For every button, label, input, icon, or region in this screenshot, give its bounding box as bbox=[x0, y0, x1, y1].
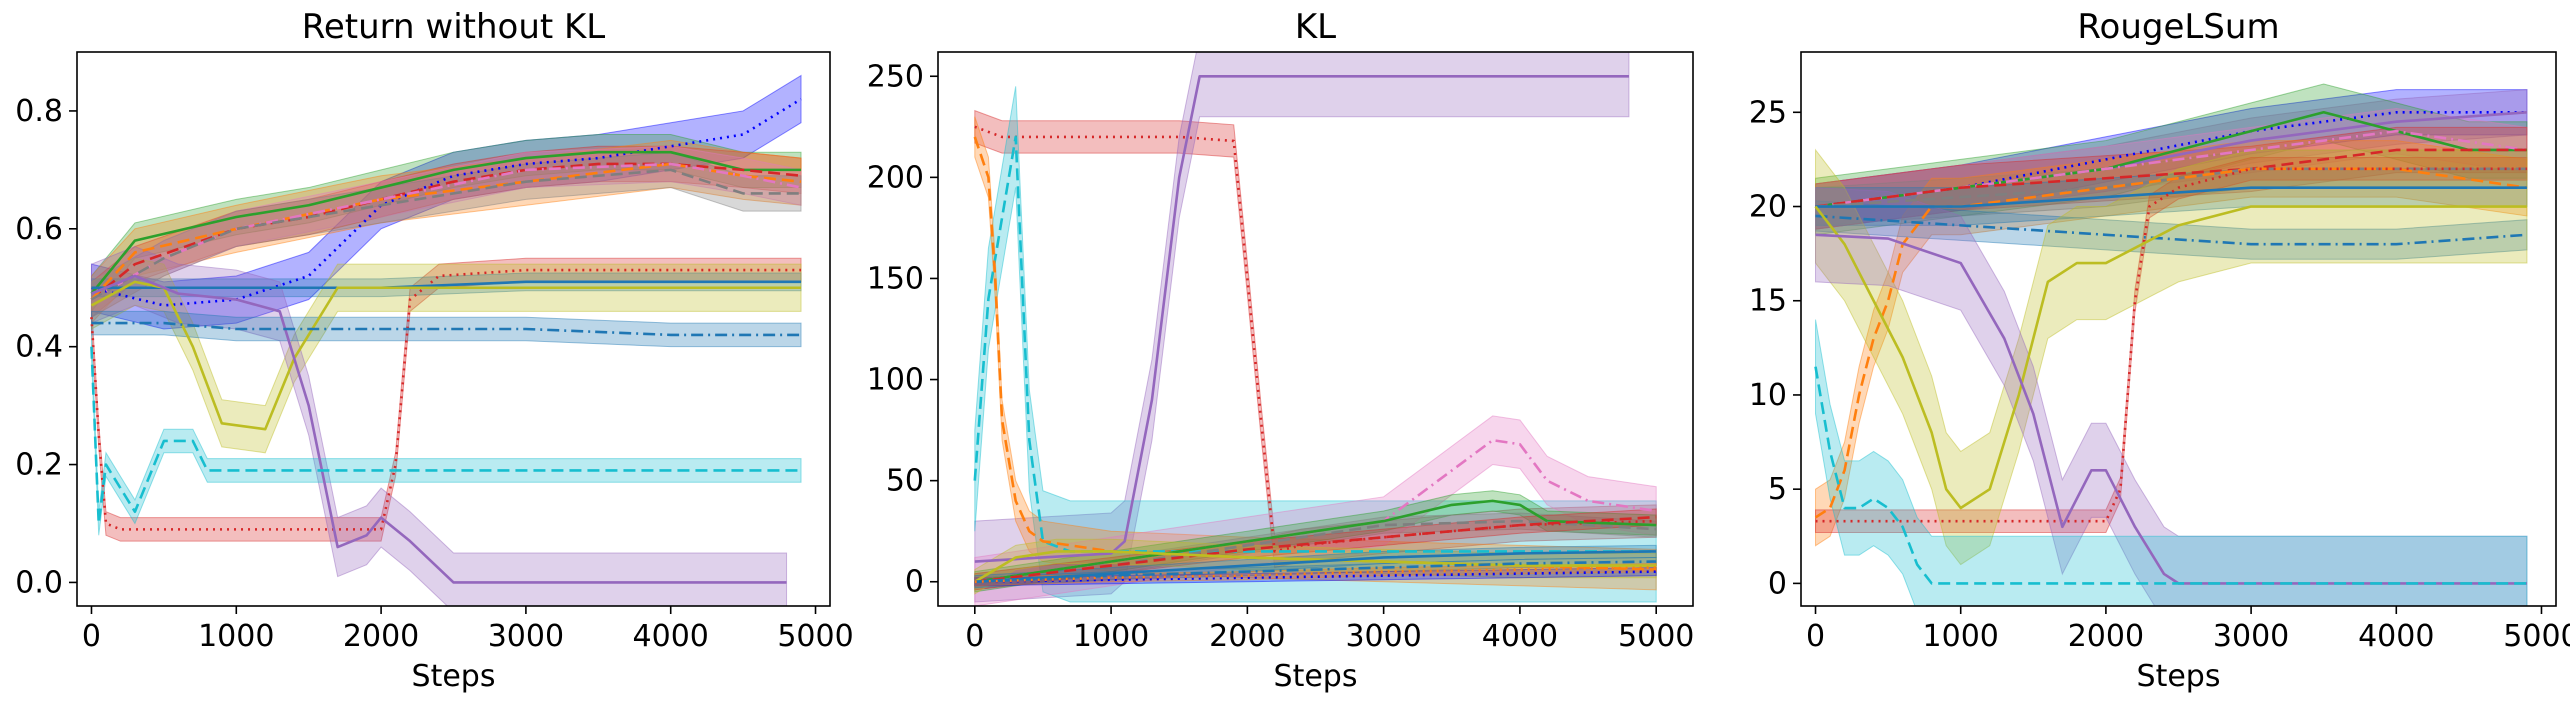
series-band-8 bbox=[90, 257, 802, 454]
series-band-1 bbox=[90, 134, 802, 313]
y-tick-label: 150 bbox=[867, 261, 924, 296]
x-tick-label: 3000 bbox=[1345, 619, 1421, 654]
series-band-9 bbox=[90, 245, 788, 606]
x-tick-label: 2000 bbox=[1209, 619, 1285, 654]
series-line-4 bbox=[1815, 148, 2527, 208]
axes-frame bbox=[1800, 51, 2557, 607]
y-tick-label: 0.8 bbox=[15, 94, 63, 129]
series-band-11 bbox=[974, 567, 1657, 587]
series-band-2 bbox=[90, 145, 802, 319]
axes-frame bbox=[937, 51, 1694, 607]
x-tick-label: 2000 bbox=[2068, 619, 2144, 654]
y-tick-label: 15 bbox=[1749, 284, 1787, 319]
series-line-11 bbox=[974, 570, 1657, 584]
series-line-12 bbox=[1814, 366, 2527, 585]
plot-area bbox=[1814, 83, 2528, 606]
series-line-9 bbox=[1815, 167, 2527, 523]
x-tick-label: 2000 bbox=[343, 619, 419, 654]
series-band-2 bbox=[1815, 83, 2528, 236]
series-line-0 bbox=[1815, 110, 2527, 208]
series-line-2 bbox=[90, 162, 802, 301]
x-tick-label: 1000 bbox=[1923, 619, 1999, 654]
panel-title: RougeLSum bbox=[2077, 7, 2279, 47]
series-band-0 bbox=[1815, 89, 2528, 230]
x-tick-label: 0 bbox=[82, 619, 101, 654]
series-line-8 bbox=[1815, 214, 2528, 246]
series-band-3 bbox=[1815, 108, 2528, 230]
series-band-3 bbox=[90, 139, 802, 325]
y-tick-label: 50 bbox=[886, 464, 924, 499]
series-line-4 bbox=[974, 438, 1657, 584]
series-line-1 bbox=[974, 74, 1629, 563]
y-tick-label: 0 bbox=[905, 565, 924, 600]
x-axis-label: Steps bbox=[412, 659, 496, 694]
x-tick-label: 4000 bbox=[633, 619, 709, 654]
series-line-5 bbox=[90, 168, 802, 301]
series-line-11 bbox=[1815, 233, 2527, 585]
plot-area bbox=[973, 52, 1657, 606]
x-tick-label: 5000 bbox=[2503, 619, 2570, 654]
plot-area bbox=[90, 74, 802, 606]
panel-kl: KL Steps 0 1000 2000 3000 4000 5000 0 50 100 150 2… bbox=[867, 7, 1695, 694]
series-band-5 bbox=[90, 151, 802, 319]
series-line-9 bbox=[90, 274, 787, 584]
series-line-3 bbox=[90, 162, 802, 301]
series-line-3 bbox=[1815, 129, 2528, 208]
x-tick-label: 0 bbox=[965, 619, 984, 654]
x-tick-label: 4000 bbox=[1482, 619, 1558, 654]
y-tick-label: 0.4 bbox=[15, 330, 63, 365]
series-line-11 bbox=[90, 346, 802, 525]
y-tick-label: 25 bbox=[1749, 95, 1787, 130]
series-line-1 bbox=[90, 150, 802, 295]
series-band-9 bbox=[1815, 157, 2528, 534]
series-line-7 bbox=[974, 515, 1657, 584]
y-tick-label: 0.0 bbox=[15, 565, 63, 600]
series-band-12 bbox=[1815, 319, 2528, 606]
series-line-10 bbox=[91, 321, 802, 337]
x-tick-label: 0 bbox=[1806, 619, 1825, 654]
series-band-11 bbox=[90, 334, 802, 536]
y-tick-label: 10 bbox=[1749, 378, 1787, 413]
series-line-10 bbox=[974, 560, 1657, 584]
series-line-0 bbox=[974, 125, 1657, 553]
series-band-6 bbox=[1815, 140, 2528, 547]
panel-return-without-kl: Return without KL Steps 0 1000 2000 3000 400… bbox=[15, 7, 853, 694]
series-line-10 bbox=[1814, 205, 2527, 510]
panel-rougelsum: RougeLSum Steps 0 1000 2000 3000 4000 5000 0 5 1… bbox=[1749, 7, 2570, 694]
x-tick-label: 1000 bbox=[198, 619, 274, 654]
panel-title: KL bbox=[1295, 7, 1336, 47]
y-tick-label: 20 bbox=[1749, 190, 1787, 225]
series-line-5 bbox=[974, 499, 1657, 584]
x-axis-label: Steps bbox=[2137, 659, 2221, 694]
axes-frame bbox=[76, 51, 831, 607]
y-tick-label: 250 bbox=[867, 59, 924, 94]
series-band-11 bbox=[1815, 187, 2528, 606]
series-band-4 bbox=[90, 145, 802, 319]
x-tick-label: 5000 bbox=[1618, 619, 1694, 654]
x-tick-label: 3000 bbox=[2213, 619, 2289, 654]
x-tick-label: 1000 bbox=[1073, 619, 1149, 654]
series-line-9 bbox=[974, 550, 1657, 584]
y-tick-label: 200 bbox=[867, 160, 924, 195]
y-tick-label: 100 bbox=[867, 363, 924, 398]
series-band-10 bbox=[1815, 148, 2528, 566]
y-tick-label: 0 bbox=[1768, 566, 1787, 601]
panel-title: Return without KL bbox=[302, 7, 606, 47]
x-tick-label: 3000 bbox=[488, 619, 564, 654]
x-axis-label: Steps bbox=[1274, 659, 1358, 694]
y-tick-label: 0.6 bbox=[15, 212, 63, 247]
x-tick-label: 5000 bbox=[777, 619, 853, 654]
series-band-9 bbox=[974, 544, 1657, 589]
series-line-7 bbox=[1815, 186, 2527, 208]
x-tick-label: 4000 bbox=[2358, 619, 2434, 654]
y-tick-label: 0.2 bbox=[15, 448, 63, 483]
y-tick-label: 5 bbox=[1768, 472, 1787, 507]
series-line-12 bbox=[974, 566, 1657, 584]
